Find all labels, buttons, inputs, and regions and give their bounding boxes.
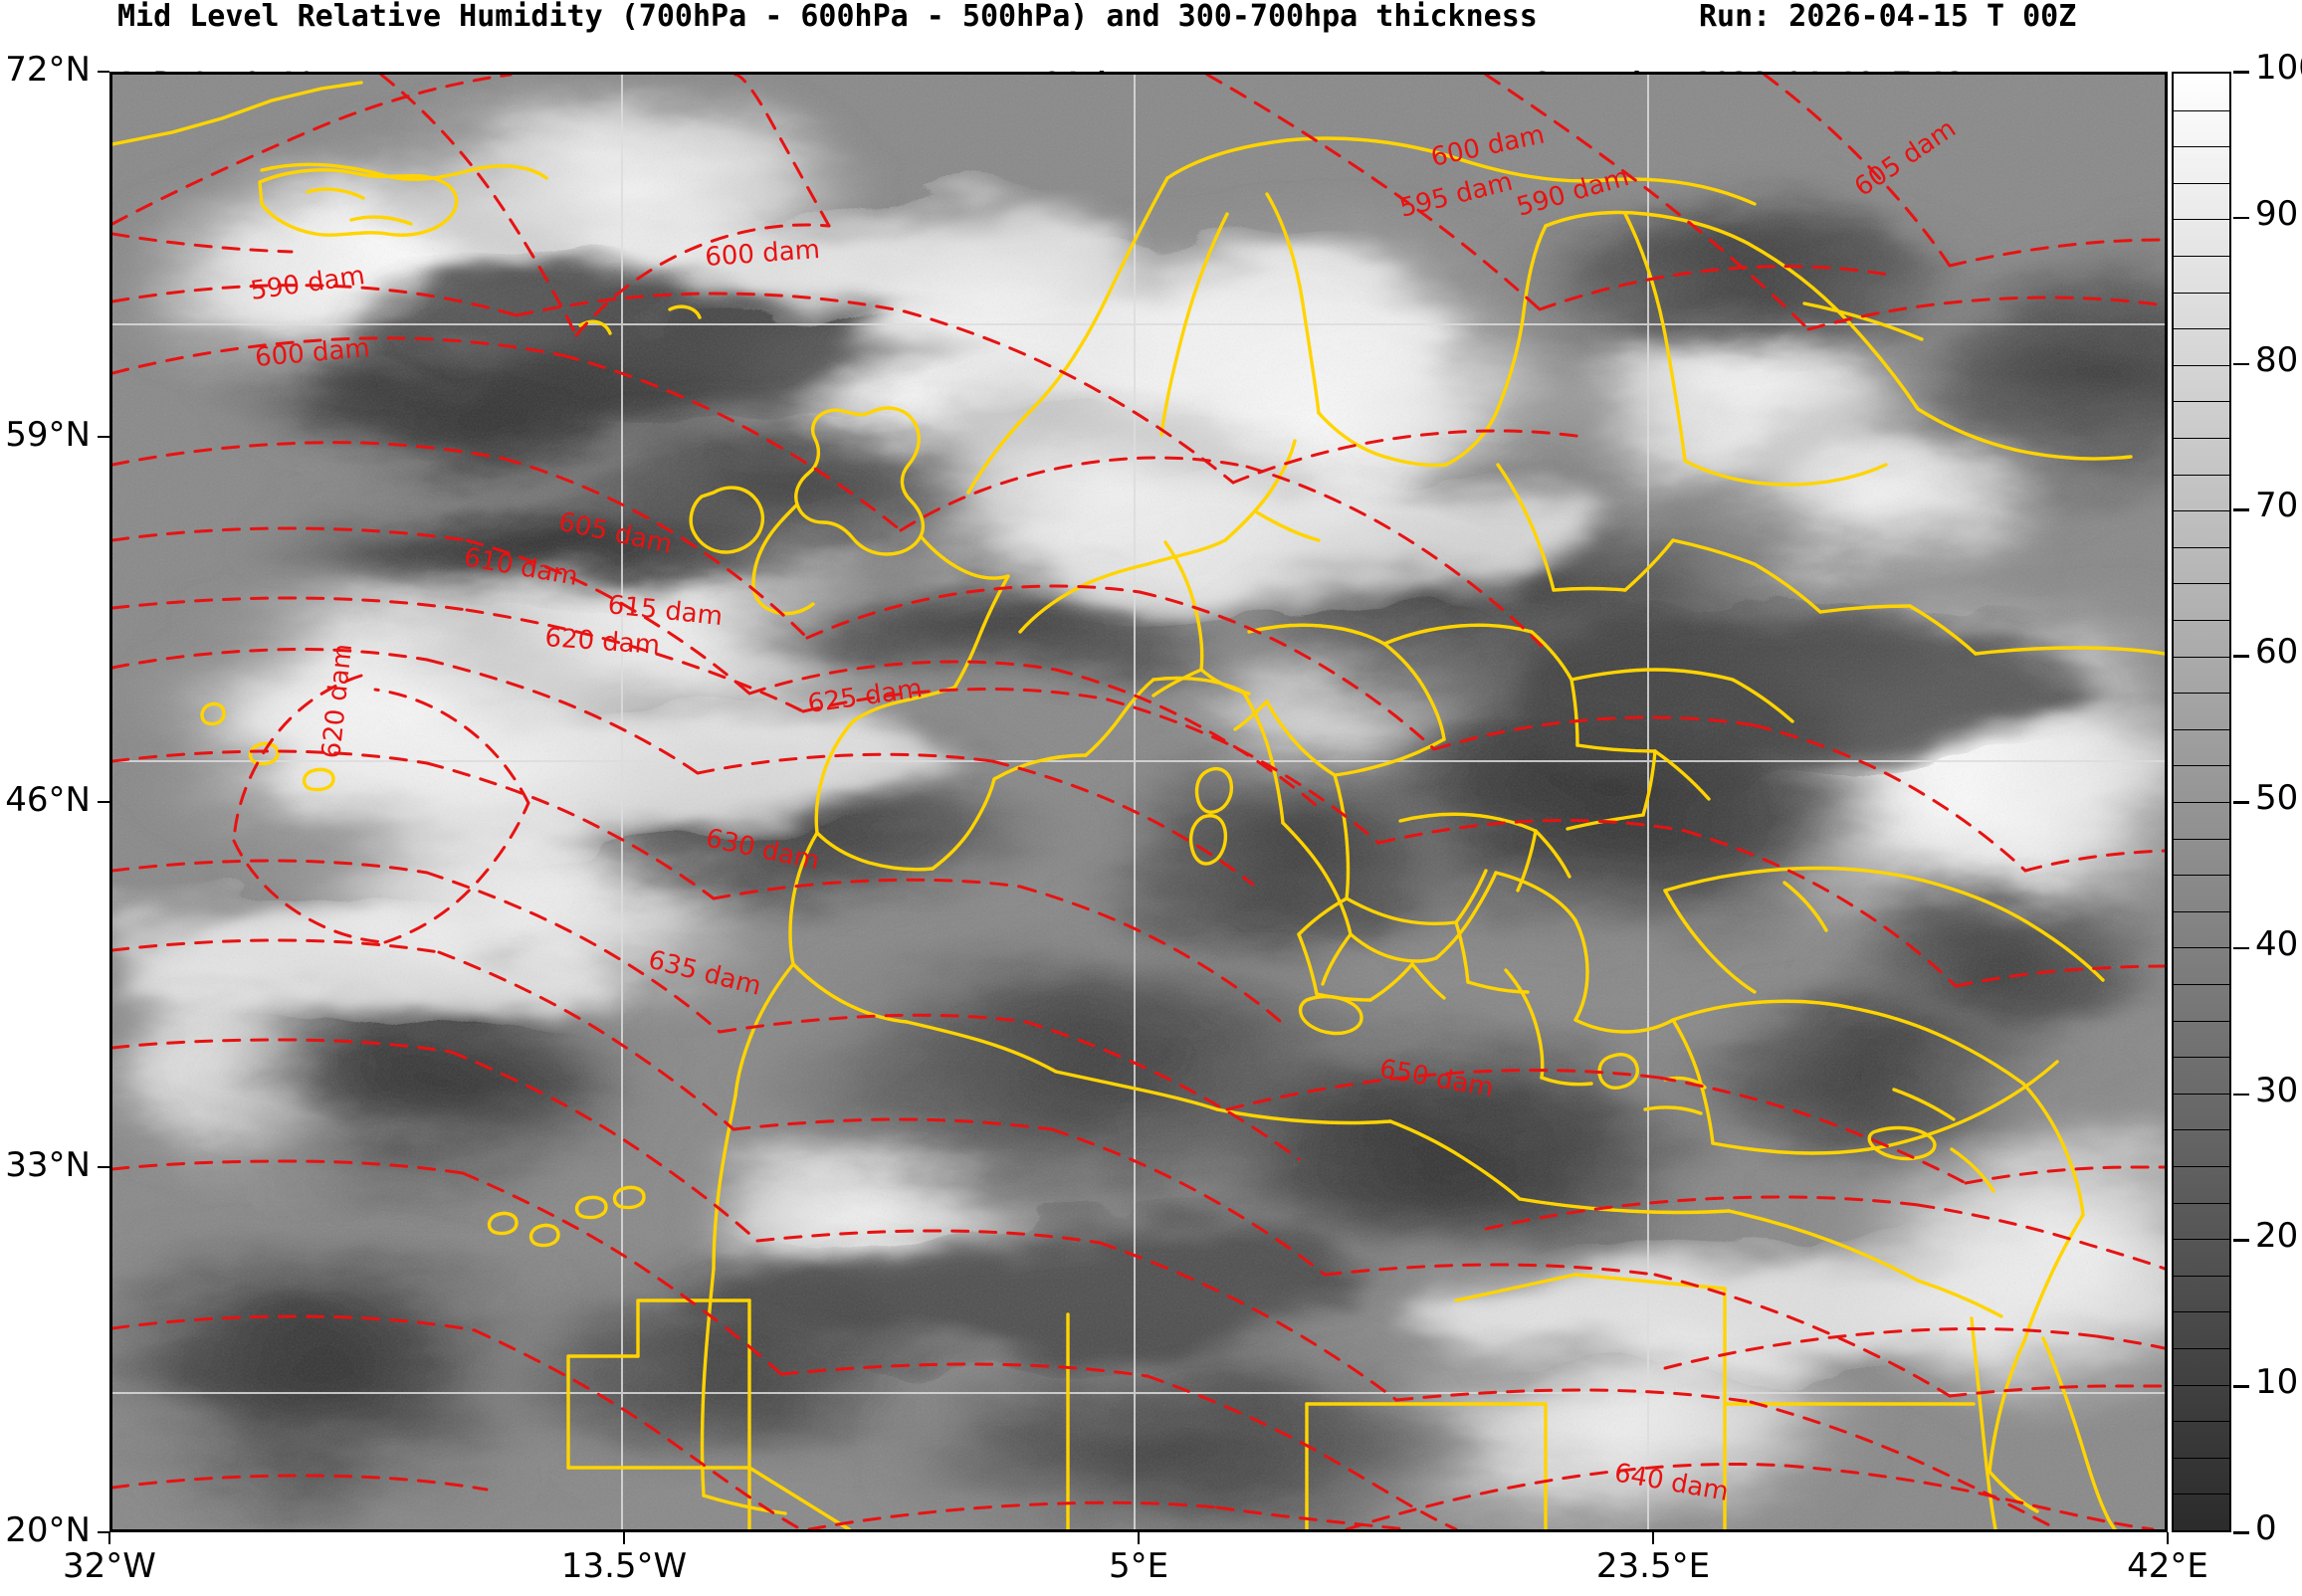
colorbar-segment bbox=[2174, 984, 2229, 985]
colorbar-segment bbox=[2174, 1275, 2229, 1277]
colorbar-tick-label: 90 bbox=[2255, 193, 2299, 234]
title-line-1: Mid Level Relative Humidity (700hPa - 60… bbox=[0, 0, 2302, 34]
x-axis-tick-label: 32°W bbox=[63, 1546, 156, 1586]
map-plot-area: 590 dam 600 dam 600 dam 595 dam 590 dam 605 d… bbox=[109, 72, 2168, 1532]
colorbar-segment bbox=[2174, 1494, 2229, 1496]
colorbar-segment bbox=[2174, 1166, 2229, 1167]
x-axis-tick-label: 13.5°W bbox=[560, 1546, 688, 1586]
y-axis-tick bbox=[98, 436, 109, 438]
colorbar-segment bbox=[2174, 838, 2229, 840]
colorbar-segment bbox=[2174, 109, 2229, 111]
colorbar-segment bbox=[2174, 474, 2229, 476]
colorbar-tick-label: 60 bbox=[2255, 632, 2299, 673]
colorbar-segment bbox=[2174, 728, 2229, 730]
colorbar-segment bbox=[2174, 1093, 2229, 1095]
colorbar-segment bbox=[2174, 620, 2229, 621]
colorbar-segment bbox=[2174, 256, 2229, 257]
colorbar-segment bbox=[2174, 875, 2229, 877]
colorbar-segment bbox=[2174, 401, 2229, 403]
colorbar-tick-label: 70 bbox=[2255, 486, 2299, 526]
colorbar-segment bbox=[2174, 146, 2229, 148]
colorbar-segment bbox=[2174, 1202, 2229, 1204]
colorbar-tick bbox=[2233, 1239, 2249, 1242]
colorbar-segment bbox=[2174, 583, 2229, 585]
y-axis-tick-label: 46°N bbox=[5, 780, 91, 820]
colorbar-tick-label: 30 bbox=[2255, 1070, 2299, 1110]
x-axis-tick bbox=[2167, 1532, 2169, 1544]
colorbar-segment bbox=[2174, 1457, 2229, 1459]
y-axis-tick bbox=[98, 71, 109, 73]
x-axis-tick bbox=[623, 1532, 625, 1544]
x-axis-tick-label: 23.5°E bbox=[1595, 1546, 1711, 1586]
colorbar-tick bbox=[2233, 1531, 2249, 1534]
thickness-contours bbox=[112, 75, 2165, 1529]
colorbar-tick bbox=[2233, 1385, 2249, 1388]
colorbar-segment bbox=[2174, 1239, 2229, 1241]
colorbar-tick-label: 10 bbox=[2255, 1362, 2299, 1403]
colorbar-tick-label: 100 bbox=[2255, 48, 2302, 88]
y-axis-tick bbox=[98, 801, 109, 803]
y-axis-tick-label: 20°N bbox=[5, 1510, 91, 1550]
colorbar-segment bbox=[2174, 802, 2229, 803]
colorbar-segment bbox=[2174, 1020, 2229, 1022]
colorbar bbox=[2172, 72, 2231, 1532]
colorbar-segment bbox=[2174, 1057, 2229, 1059]
colorbar-segment bbox=[2174, 765, 2229, 767]
colorbar-segment bbox=[2174, 1129, 2229, 1131]
colorbar-tick bbox=[2233, 362, 2249, 366]
run-label: Run: 2026-04-15 T 00Z bbox=[1699, 0, 2077, 34]
colorbar-segment bbox=[2174, 1348, 2229, 1349]
colorbar-segment bbox=[2174, 510, 2229, 512]
page-title: Mid Level Relative Humidity (700hPa - 60… bbox=[117, 0, 1538, 34]
y-axis-tick-label: 72°N bbox=[5, 50, 91, 90]
colorbar-segment bbox=[2174, 1384, 2229, 1386]
y-axis-tick bbox=[98, 1166, 109, 1168]
colorbar-segment bbox=[2174, 693, 2229, 695]
colorbar-tick-label: 0 bbox=[2255, 1508, 2277, 1548]
x-axis-tick-label: 5°E bbox=[1108, 1546, 1169, 1586]
colorbar-segment bbox=[2174, 910, 2229, 912]
colorbar-segment bbox=[2174, 292, 2229, 294]
colorbar-segment bbox=[2174, 182, 2229, 184]
colorbar-tick bbox=[2233, 508, 2249, 511]
colorbar-segment bbox=[2174, 1311, 2229, 1313]
x-axis-tick bbox=[1652, 1532, 1654, 1544]
colorbar-tick bbox=[2233, 801, 2249, 804]
colorbar-tick bbox=[2233, 946, 2249, 950]
colorbar-tick bbox=[2233, 71, 2249, 74]
colorbar-segment bbox=[2174, 438, 2229, 439]
coastlines-and-borders bbox=[112, 81, 2165, 1529]
colorbar-tick-label: 40 bbox=[2255, 923, 2299, 964]
y-axis-tick-label: 33°N bbox=[5, 1145, 91, 1185]
colorbar-segment bbox=[2174, 364, 2229, 366]
colorbar-segment bbox=[2174, 328, 2229, 330]
colorbar-segment bbox=[2174, 656, 2229, 658]
colorbar-tick-label: 20 bbox=[2255, 1216, 2299, 1257]
x-axis-tick bbox=[108, 1532, 110, 1544]
y-axis-tick bbox=[98, 1531, 109, 1533]
colorbar-segment bbox=[2174, 947, 2229, 949]
colorbar-tick bbox=[2233, 216, 2249, 220]
title-line-2: ARPEGE 0.1º +84 hours Forecast: Saturday… bbox=[0, 34, 2302, 101]
colorbar-tick-label: 80 bbox=[2255, 339, 2299, 380]
y-axis-tick-label: 59°N bbox=[5, 415, 91, 455]
colorbar-segment bbox=[2174, 1421, 2229, 1423]
x-axis-tick bbox=[1138, 1532, 1140, 1544]
colorbar-tick-label: 50 bbox=[2255, 778, 2299, 818]
x-axis-tick-label: 42°E bbox=[2127, 1546, 2208, 1586]
colorbar-segment bbox=[2174, 546, 2229, 548]
colorbar-tick bbox=[2233, 655, 2249, 658]
colorbar-tick bbox=[2233, 1093, 2249, 1097]
colorbar-segment bbox=[2174, 219, 2229, 221]
